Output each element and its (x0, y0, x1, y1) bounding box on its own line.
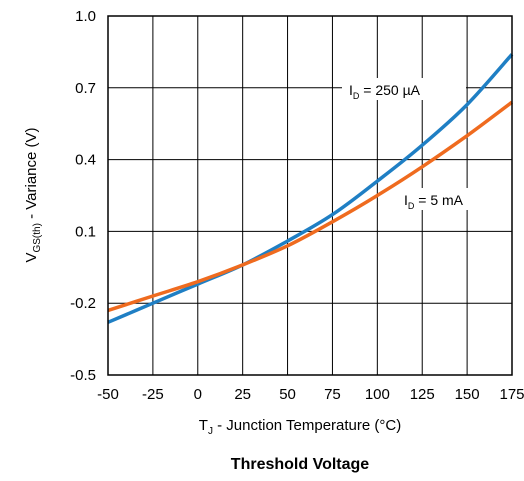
series-line-5ma (107, 100, 514, 313)
x-tick-label: 100 (365, 386, 390, 403)
series-lines (107, 53, 514, 324)
y-axis-title-sub: GS(th) (32, 223, 43, 252)
y-axis-title-rest: - Variance (V) (23, 127, 40, 223)
chart-caption: Threshold Voltage (231, 456, 369, 473)
x-tick-label: 0 (194, 386, 202, 403)
x-tick-label: 75 (324, 386, 341, 403)
series-label-250ua: ID = 250 µA (349, 82, 421, 101)
x-tick-label: 50 (279, 386, 296, 403)
x-tick-label: 125 (410, 386, 435, 403)
x-tick-label: -25 (142, 386, 164, 403)
x-tick-label: -50 (97, 386, 119, 403)
x-tick-label: 25 (234, 386, 251, 403)
y-tick-label: -0.2 (70, 295, 96, 312)
y-tick-labels: -0.5 -0.2 0.1 0.4 0.7 1.0 (70, 8, 96, 384)
series-label-5ma-main: I (404, 192, 408, 208)
series-label-250ua-main: I (349, 82, 353, 98)
series-label-5ma: ID = 5 mA (404, 192, 464, 211)
series-line-250ua (107, 53, 514, 324)
y-axis-title: VGS(th) - Variance (V) (23, 127, 43, 262)
series-label-5ma-bg (398, 188, 486, 210)
y-tick-label: -0.5 (70, 367, 96, 384)
x-axis-title-sub: J (208, 426, 213, 437)
plot-frame (107, 15, 513, 376)
x-tick-label: 150 (455, 386, 480, 403)
x-axis-title-main: T (199, 417, 208, 434)
series-label-250ua-bg (342, 78, 466, 100)
series-label-5ma-rest: = 5 mA (414, 192, 463, 208)
x-tick-label: 175 (499, 386, 524, 403)
series-label-250ua-rest: = 250 µA (359, 82, 420, 98)
y-axis-title-main: V (23, 253, 40, 263)
y-tick-label: 0.1 (75, 223, 96, 240)
series-label-5ma-sub: D (408, 201, 415, 211)
y-tick-label: 0.4 (75, 152, 96, 169)
x-axis-title: TJ - Junction Temperature (°C) (199, 417, 401, 437)
y-tick-label: 1.0 (75, 8, 96, 25)
series-label-250ua-sub: D (353, 91, 360, 101)
x-axis-title-rest: - Junction Temperature (°C) (213, 417, 401, 434)
x-tick-labels: -50 -25 0 25 50 75 100 125 150 175 (97, 386, 524, 403)
y-tick-label: 0.7 (75, 80, 96, 97)
